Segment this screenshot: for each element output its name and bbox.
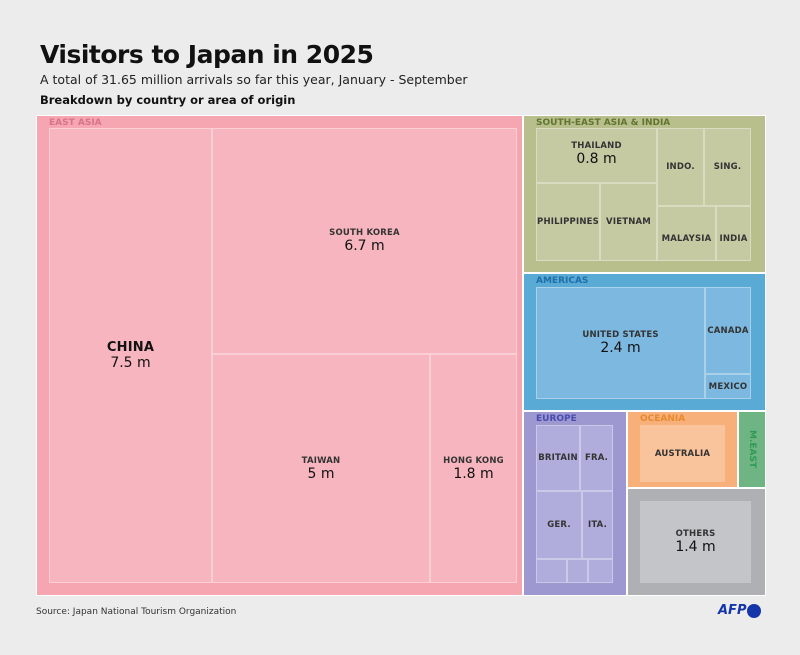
region-label-europe: EUROPE — [536, 414, 577, 424]
afp-logo: AFP — [718, 603, 762, 618]
cell-europe-unlabeled — [536, 559, 567, 583]
cell-name: PHILIPPINES — [537, 217, 599, 227]
region-middle-east: M.EAST — [738, 411, 766, 488]
cell-value: 6.7 m — [344, 238, 385, 254]
cell-name: SING. — [713, 162, 742, 172]
cell-name: GER. — [547, 520, 571, 530]
chart-description: Breakdown by country or area of origin — [40, 93, 296, 107]
cell-name: ITA. — [587, 520, 608, 530]
cell-europe-unlabeled — [567, 559, 588, 583]
cell-name: CHINA — [106, 340, 155, 355]
chart-title: Visitors to Japan in 2025 — [40, 40, 374, 69]
source-note: Source: Japan National Tourism Organizat… — [36, 607, 237, 617]
cell-thailand: THAILAND 0.8 m — [536, 128, 657, 183]
cell-philippines: PHILIPPINES — [536, 183, 600, 261]
cell-singapore: SING. — [704, 128, 751, 206]
cell-name: TAIWAN — [301, 455, 341, 466]
cell-taiwan: TAIWAN 5 m — [212, 354, 430, 583]
cell-france: FRA. — [580, 425, 613, 491]
cell-name: OTHERS — [675, 529, 716, 539]
region-label-middle-east: M.EAST — [747, 430, 757, 469]
cell-canada: CANADA — [705, 287, 751, 374]
cell-australia: AUSTRALIA — [640, 425, 725, 482]
chart-subtitle: A total of 31.65 million arrivals so far… — [40, 72, 468, 87]
cell-china: CHINA 7.5 m — [49, 128, 212, 583]
cell-value: 0.8 m — [576, 151, 617, 167]
region-label-east-asia: EAST ASIA — [49, 118, 102, 128]
cell-value: 5 m — [307, 465, 335, 482]
cell-vietnam: VIETNAM — [600, 183, 657, 261]
cell-hong-kong: HONG KONG 1.8 m — [430, 354, 517, 583]
cell-name: INDIA — [719, 233, 748, 244]
cell-mexico: MEXICO — [705, 374, 751, 399]
region-label-south-east-asia: SOUTH-EAST ASIA & INDIA — [536, 118, 671, 128]
cell-malaysia: MALAYSIA — [657, 206, 716, 261]
cell-name: INDO. — [666, 162, 695, 172]
cell-value: 7.5 m — [110, 355, 151, 371]
cell-value: 1.8 m — [453, 465, 494, 482]
cell-britain: BRITAIN — [536, 425, 580, 491]
afp-logo-text: AFP — [718, 603, 747, 618]
cell-name: AUSTRALIA — [654, 448, 711, 459]
cell-name: FRA. — [584, 453, 609, 463]
cell-india: INDIA — [716, 206, 751, 261]
cell-name: CANADA — [707, 325, 749, 336]
cell-name: MALAYSIA — [661, 233, 712, 244]
cell-italy: ITA. — [582, 491, 613, 559]
cell-name: MEXICO — [708, 381, 748, 392]
cell-value: 1.4 m — [675, 539, 716, 555]
cell-name: THAILAND — [571, 141, 622, 151]
cell-name: UNITED STATES — [582, 330, 659, 340]
cell-name: HONG KONG — [443, 455, 504, 466]
region-label-americas: AMERICAS — [536, 276, 589, 286]
cell-name: VIETNAM — [606, 217, 651, 227]
cell-germany: GER. — [536, 491, 582, 559]
cell-value: 2.4 m — [600, 340, 641, 356]
cell-south-korea: SOUTH KOREA 6.7 m — [212, 128, 517, 354]
cell-europe-unlabeled — [588, 559, 613, 583]
cell-united-states: UNITED STATES 2.4 m — [536, 287, 705, 399]
cell-name: BRITAIN — [538, 453, 578, 463]
afp-logo-dot-icon — [747, 603, 762, 618]
region-label-oceania: OCEANIA — [640, 414, 686, 424]
cell-others: OTHERS 1.4 m — [640, 501, 751, 583]
cell-indonesia: INDO. — [657, 128, 704, 206]
cell-name: SOUTH KOREA — [329, 228, 400, 238]
